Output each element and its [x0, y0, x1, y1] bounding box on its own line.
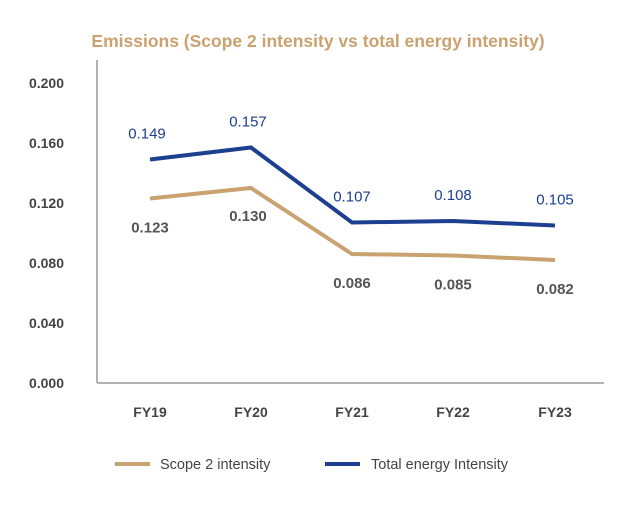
- y-tick-label: 0.160: [29, 135, 64, 151]
- y-tick-label: 0.040: [29, 315, 64, 331]
- data-label: 0.086: [333, 275, 371, 292]
- legend-label: Total energy Intensity: [371, 457, 509, 473]
- x-tick-label: FY21: [335, 404, 369, 420]
- x-tick-label: FY20: [234, 404, 268, 420]
- data-label: 0.107: [333, 189, 371, 206]
- x-tick-label: FY22: [436, 404, 470, 420]
- x-tick-label: FY19: [133, 404, 167, 420]
- data-label: 0.123: [131, 220, 169, 237]
- data-label: 0.105: [536, 192, 574, 209]
- y-tick-label: 0.080: [29, 255, 64, 271]
- chart-title: Emissions (Scope 2 intensity vs total en…: [91, 31, 544, 51]
- data-label: 0.149: [128, 126, 166, 143]
- data-label: 0.082: [536, 281, 574, 298]
- y-tick-label: 0.000: [29, 375, 64, 391]
- data-label: 0.157: [229, 114, 267, 131]
- total-energy-line: [149, 145, 556, 228]
- data-label: 0.108: [434, 187, 472, 204]
- data-label: 0.130: [229, 208, 267, 225]
- scope2-line: [149, 185, 556, 262]
- y-tick-label: 0.200: [29, 75, 64, 91]
- x-tick-label: FY23: [538, 404, 572, 420]
- legend-label: Scope 2 intensity: [160, 457, 271, 473]
- data-label: 0.085: [434, 277, 472, 294]
- y-tick-label: 0.120: [29, 195, 64, 211]
